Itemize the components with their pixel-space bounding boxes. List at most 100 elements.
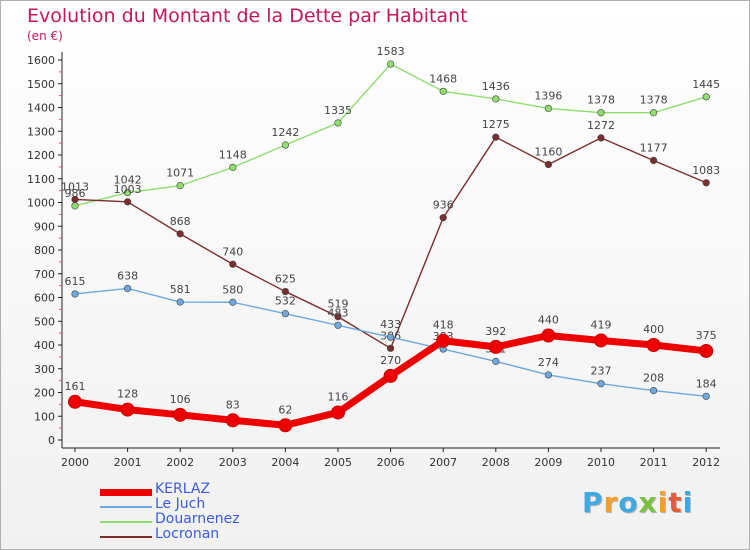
- data-label: 1335: [324, 104, 352, 117]
- data-point: [649, 109, 658, 117]
- data-point: [123, 284, 132, 293]
- data-label: 433: [380, 318, 401, 331]
- data-label: 1378: [640, 94, 668, 107]
- data-point: [176, 230, 184, 238]
- data-point: [649, 156, 658, 165]
- data-point: [439, 87, 447, 95]
- data-point: [646, 338, 661, 352]
- data-point: [594, 333, 608, 348]
- x-tick-label: 2005: [324, 456, 352, 469]
- data-point: [387, 60, 395, 68]
- data-label: 1160: [534, 146, 562, 159]
- data-point: [281, 141, 290, 149]
- x-tick-label: 2009: [534, 456, 562, 469]
- data-label: 116: [328, 390, 349, 403]
- proxiti-logo: Proxiti: [582, 486, 694, 519]
- data-point: [229, 298, 237, 306]
- data-label: 1083: [692, 164, 720, 177]
- data-label: 1242: [271, 126, 299, 139]
- data-label: 1177: [640, 141, 668, 154]
- data-point: [649, 387, 658, 395]
- data-label: 1275: [482, 118, 510, 131]
- data-label: 62: [278, 403, 292, 416]
- data-label: 638: [117, 269, 138, 282]
- y-tick-label: 700: [34, 268, 55, 281]
- data-label: 615: [65, 275, 86, 288]
- y-tick-label: 900: [34, 220, 55, 233]
- y-tick-label: 200: [34, 387, 55, 400]
- data-point: [492, 357, 500, 365]
- x-tick-label: 2000: [61, 456, 89, 469]
- data-point: [699, 343, 714, 358]
- data-label: 419: [591, 318, 612, 331]
- data-point: [488, 339, 503, 354]
- data-label: 184: [696, 377, 717, 390]
- data-point: [492, 133, 500, 141]
- x-tick-label: 2003: [219, 456, 247, 469]
- data-point: [597, 134, 605, 142]
- x-tick-label: 2010: [587, 456, 615, 469]
- data-point: [544, 371, 553, 379]
- data-label: 270: [380, 354, 401, 367]
- data-point: [176, 298, 184, 306]
- data-point: [173, 407, 188, 422]
- data-point: [281, 310, 290, 318]
- data-label: 1445: [692, 78, 720, 91]
- y-tick-label: 400: [34, 339, 55, 352]
- data-label: 237: [591, 365, 612, 378]
- x-tick-label: 2001: [114, 456, 142, 469]
- data-point: [331, 405, 345, 420]
- legend-swatch: [100, 506, 152, 508]
- data-point: [229, 260, 237, 268]
- data-label: 1003: [114, 183, 142, 196]
- data-label: 1071: [166, 167, 194, 180]
- data-point: [334, 321, 342, 329]
- data-label: 868: [170, 215, 191, 228]
- data-label: 83: [226, 398, 240, 411]
- data-label: 581: [170, 283, 191, 296]
- data-point: [71, 195, 79, 204]
- data-point: [229, 163, 237, 171]
- x-tick-label: 2006: [377, 456, 405, 469]
- data-label: 1013: [61, 180, 89, 193]
- x-tick-label: 2004: [271, 456, 299, 469]
- data-point: [597, 109, 605, 117]
- data-label: 1436: [482, 80, 510, 93]
- data-point: [334, 119, 342, 127]
- data-label: 440: [538, 314, 559, 327]
- data-label: 1042: [114, 174, 142, 187]
- y-tick-label: 1300: [27, 125, 55, 138]
- data-label: 274: [538, 356, 559, 369]
- data-point: [278, 418, 293, 433]
- data-point: [176, 182, 184, 190]
- data-label: 1148: [219, 148, 247, 161]
- data-label: 625: [275, 273, 296, 286]
- y-tick-label: 600: [34, 292, 55, 305]
- data-label: 936: [433, 199, 454, 212]
- y-tick-label: 1100: [27, 173, 55, 186]
- data-label: 375: [696, 329, 717, 342]
- data-point: [702, 392, 710, 400]
- data-point: [597, 380, 605, 388]
- data-point: [544, 104, 553, 113]
- y-tick-label: 1600: [27, 54, 55, 67]
- data-label: 986: [65, 187, 86, 200]
- data-point: [120, 402, 135, 417]
- data-point: [387, 333, 395, 341]
- x-tick-label: 2011: [640, 456, 668, 469]
- x-tick-label: 2008: [482, 456, 510, 469]
- legend-label: Le Juch: [155, 496, 206, 512]
- data-point: [68, 394, 82, 409]
- data-label: 106: [170, 393, 191, 406]
- legend-swatch: [100, 521, 152, 523]
- y-tick-label: 1400: [27, 102, 55, 115]
- y-tick-label: 1000: [27, 197, 55, 210]
- data-label: 483: [328, 306, 349, 319]
- data-point: [281, 287, 290, 296]
- data-point: [71, 290, 79, 298]
- data-point: [71, 202, 79, 210]
- chart-subtitle: (en €): [27, 29, 63, 43]
- x-tick-label: 2002: [166, 456, 194, 469]
